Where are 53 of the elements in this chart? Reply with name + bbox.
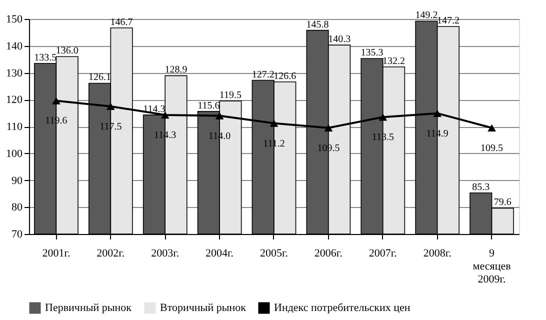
x-tick-label: 2002г. bbox=[96, 248, 125, 260]
x-tick-label: 2005г. bbox=[260, 248, 288, 260]
y-tick-label: 140 bbox=[6, 40, 23, 52]
y-tick-label: 70 bbox=[12, 228, 23, 240]
data-label: 135.3 bbox=[360, 48, 384, 59]
data-label: 147.2 bbox=[436, 16, 460, 27]
point bbox=[378, 113, 388, 121]
legend-label: Индекс потребительских цен bbox=[274, 302, 410, 314]
y-tick-label: 90 bbox=[12, 174, 23, 187]
data-label: 146.7 bbox=[110, 16, 133, 28]
data-label: 117.5 bbox=[100, 121, 122, 132]
y-tick-label: 100 bbox=[6, 148, 23, 160]
x-tick-label: 2004г. bbox=[206, 248, 234, 260]
point bbox=[106, 102, 115, 110]
data-label: 127.2 bbox=[252, 69, 274, 80]
y-tick-label: 120 bbox=[6, 94, 23, 106]
data-label: 114.9 bbox=[426, 128, 448, 140]
data-label: 111.2 bbox=[263, 138, 285, 150]
x-tick-label: 9 месяцев 2009г. bbox=[472, 248, 511, 286]
data-label: 126.1 bbox=[88, 72, 112, 84]
data-label: 119.5 bbox=[219, 90, 242, 101]
point bbox=[433, 110, 442, 117]
x-tick-label: 2007г. bbox=[368, 248, 398, 260]
data-label: 109.5 bbox=[317, 142, 340, 154]
data-label: 85.3 bbox=[472, 182, 490, 193]
y-tick-label: 150 bbox=[6, 14, 23, 26]
point bbox=[324, 124, 333, 132]
data-label: 140.3 bbox=[328, 34, 351, 46]
y-tick-label: 80 bbox=[12, 202, 23, 214]
data-label: 145.8 bbox=[306, 19, 329, 30]
data-label: 132.2 bbox=[382, 56, 406, 67]
data-label: 136.0 bbox=[56, 46, 78, 57]
point bbox=[160, 111, 170, 119]
data-label: 119.6 bbox=[45, 116, 68, 127]
data-label: 149.2 bbox=[415, 10, 438, 22]
x-tick-label: 2006г. bbox=[314, 248, 343, 260]
x-tick-label: 2001г. bbox=[42, 248, 70, 260]
data-label: 113.5 bbox=[372, 132, 394, 144]
point bbox=[215, 112, 224, 120]
legend-label: Вторичный рынок bbox=[160, 302, 247, 314]
point bbox=[52, 97, 60, 104]
data-label: 133.5 bbox=[34, 52, 57, 64]
x-tick-label: 2003г. bbox=[151, 248, 180, 260]
data-label: 126.6 bbox=[274, 70, 296, 82]
point bbox=[488, 124, 496, 132]
data-label: 109.5 bbox=[480, 142, 504, 154]
legend-label: Первичный рынок bbox=[45, 302, 132, 314]
data-label: 128.9 bbox=[164, 64, 188, 76]
y-tick-label: 110 bbox=[6, 121, 23, 133]
point bbox=[270, 120, 278, 127]
y-tick-label: 130 bbox=[6, 67, 23, 80]
x-tick-label: 2008г. bbox=[423, 248, 452, 260]
data-label: 79.6 bbox=[494, 197, 512, 208]
